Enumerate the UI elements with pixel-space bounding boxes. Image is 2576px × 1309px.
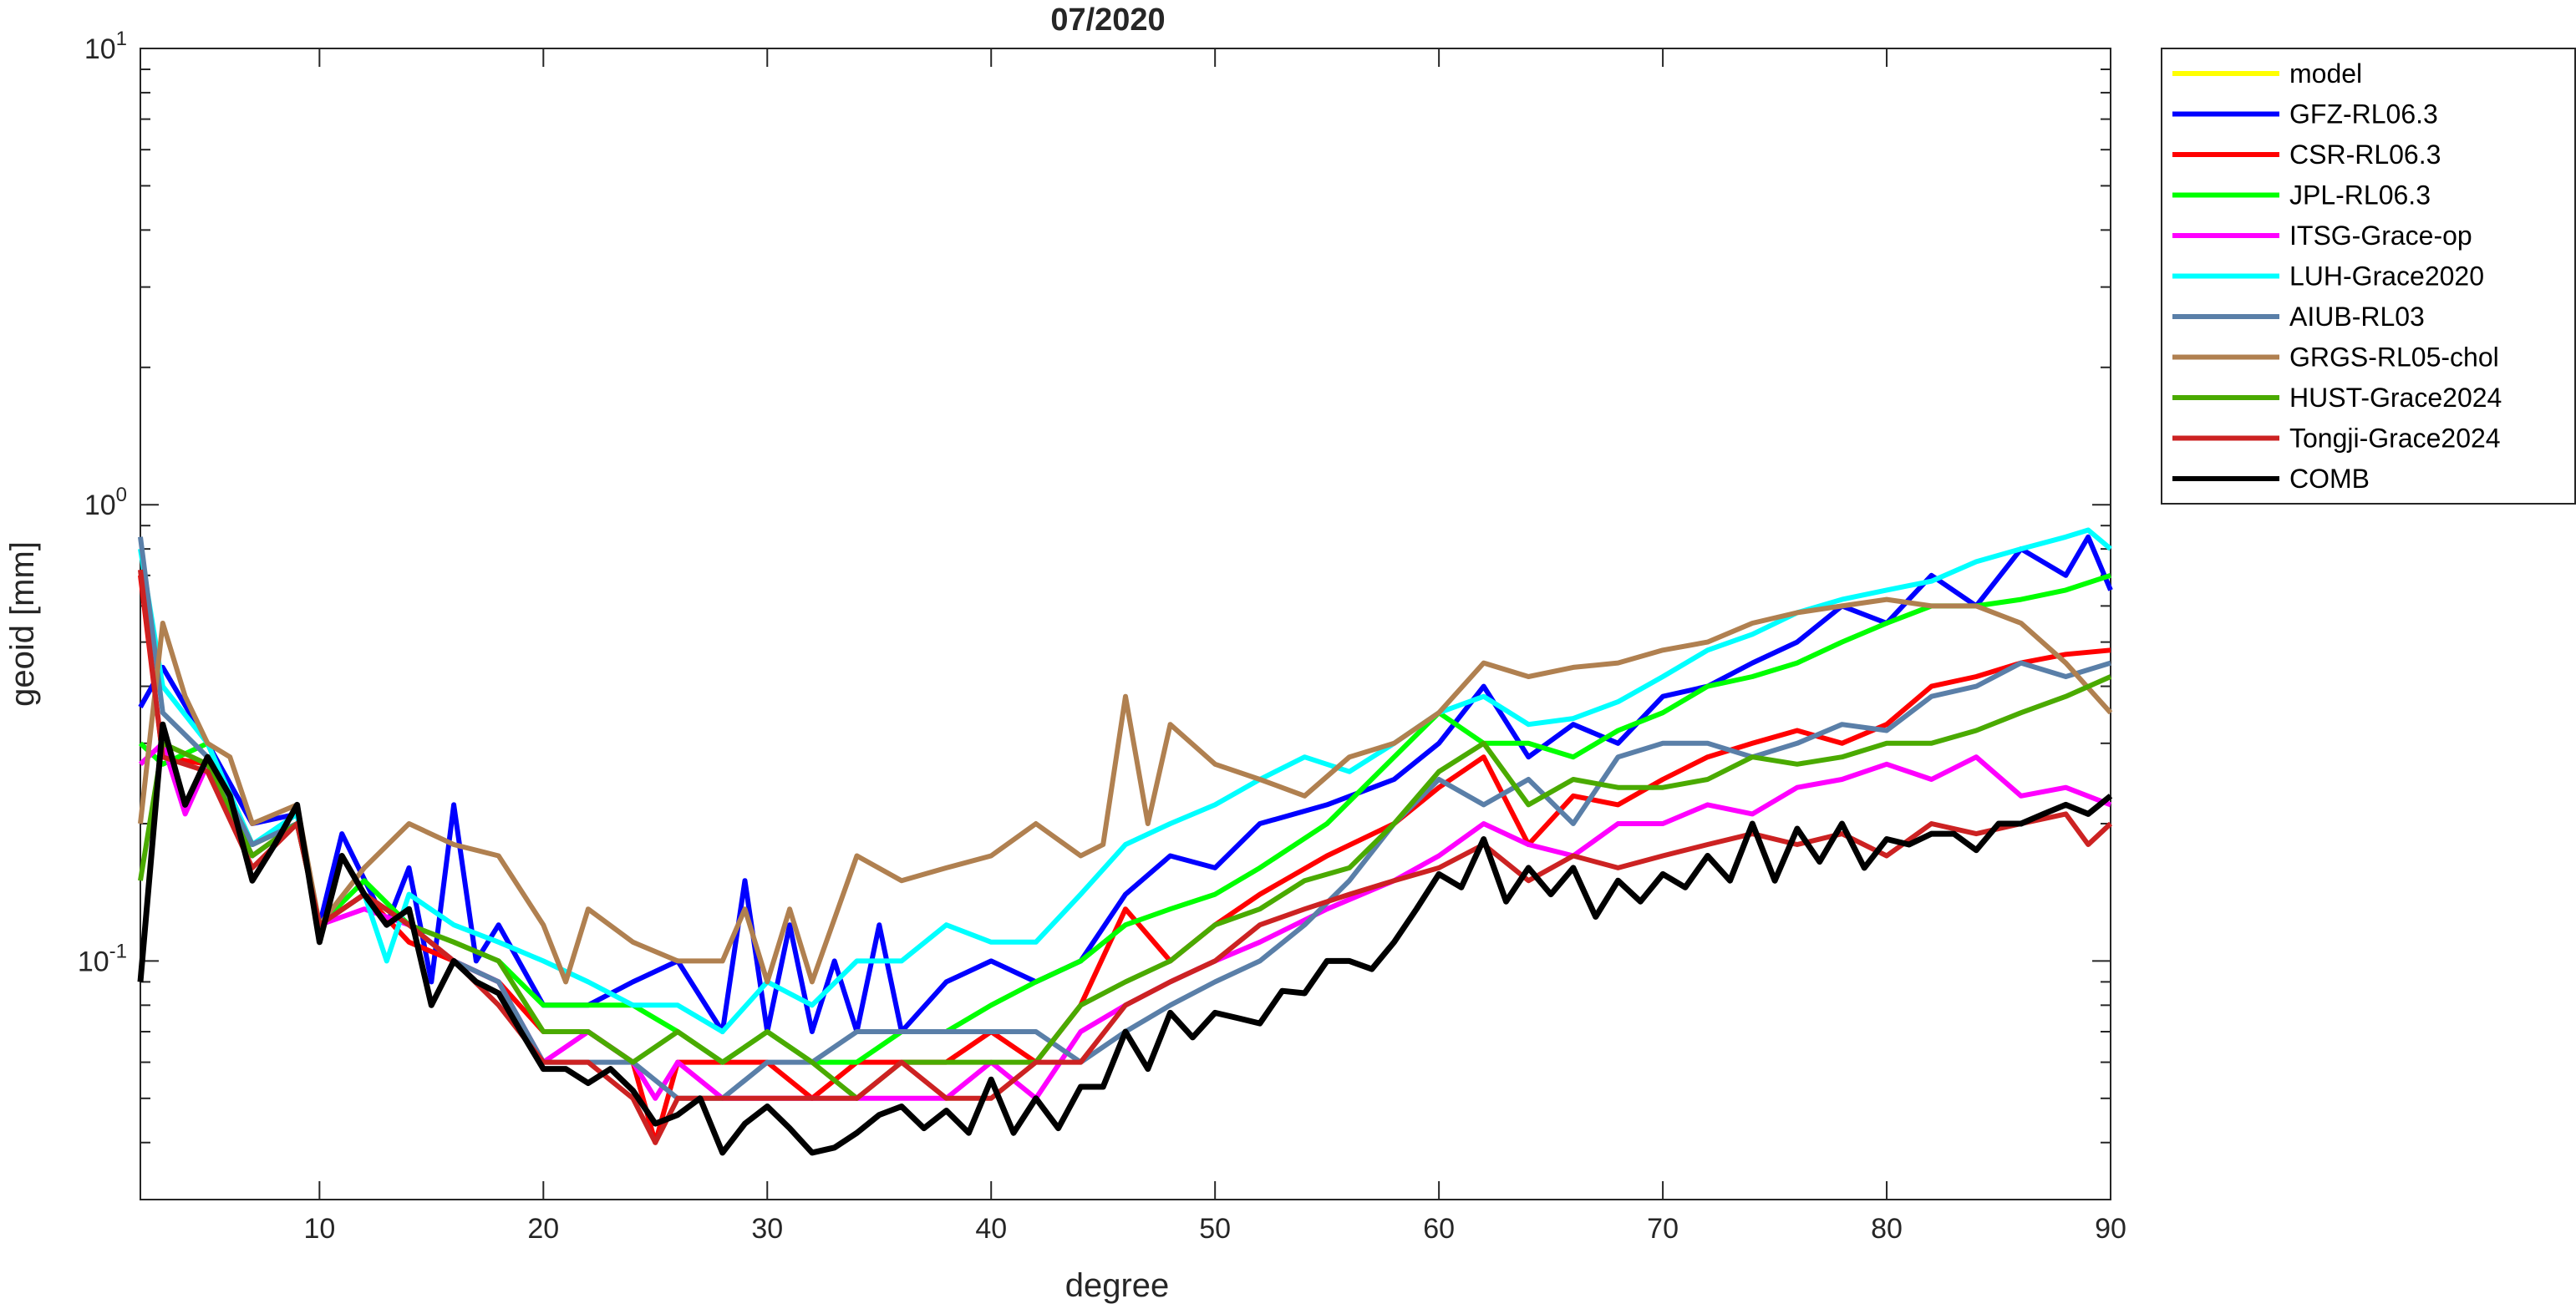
legend-entry-label: GRGS-RL05-chol bbox=[2289, 342, 2499, 373]
legend-entry-label: Tongji-Grace2024 bbox=[2289, 424, 2501, 454]
x-tick-label: 90 bbox=[2095, 1213, 2126, 1245]
plot-area bbox=[140, 48, 2111, 1200]
legend-entry-label: CSR-RL06.3 bbox=[2289, 140, 2441, 170]
y-tick-label: 10-1 bbox=[78, 940, 127, 977]
y-axis-label: geoid [mm] bbox=[4, 541, 41, 707]
y-tick-base: 10 bbox=[84, 490, 116, 521]
x-tick-label: 70 bbox=[1647, 1213, 1679, 1245]
y-tick-base: 10 bbox=[78, 946, 109, 977]
series-line-10 bbox=[137, 721, 2113, 1156]
x-tick-label: 10 bbox=[303, 1213, 335, 1245]
legend-entry-label: COMB bbox=[2289, 464, 2370, 494]
series-lines bbox=[137, 527, 2113, 1156]
x-axis-label: degree bbox=[1065, 1267, 1170, 1304]
x-tick-label: 60 bbox=[1423, 1213, 1455, 1245]
legend-entry-label: AIUB-RL03 bbox=[2289, 302, 2425, 332]
series-line-8 bbox=[138, 674, 2112, 1101]
legend: model GFZ-RL06.3 CSR-RL06.3 JPL-RL06.3 ITSG-… bbox=[2161, 48, 2576, 505]
legend-entry-label: GFZ-RL06.3 bbox=[2289, 99, 2438, 129]
y-tick-exponent: 1 bbox=[116, 28, 127, 50]
series-line-1 bbox=[138, 534, 2113, 1034]
y-tick-label: 100 bbox=[84, 484, 127, 521]
x-tick-label: 20 bbox=[527, 1213, 559, 1245]
legend-entry-label: model bbox=[2289, 58, 2362, 89]
x-tick-label: 40 bbox=[975, 1213, 1007, 1245]
y-tick-label: 101 bbox=[84, 28, 127, 65]
chart-title: 07/2020 bbox=[1050, 3, 1165, 38]
x-tick-label: 50 bbox=[1199, 1213, 1231, 1245]
y-tick-exponent: -1 bbox=[109, 940, 127, 962]
x-tick-label: 30 bbox=[751, 1213, 783, 1245]
legend-entry-label: JPL-RL06.3 bbox=[2289, 180, 2431, 211]
series-line-7 bbox=[138, 596, 2113, 985]
legend-entry-label: LUH-Grace2020 bbox=[2289, 261, 2484, 292]
y-tick-exponent: 0 bbox=[116, 484, 127, 506]
legend-entry-label: ITSG-Grace-op bbox=[2289, 221, 2472, 251]
legend-entry-label: HUST-Grace2024 bbox=[2289, 383, 2502, 413]
y-tick-base: 10 bbox=[84, 33, 116, 65]
x-tick-label: 80 bbox=[1871, 1213, 1903, 1245]
